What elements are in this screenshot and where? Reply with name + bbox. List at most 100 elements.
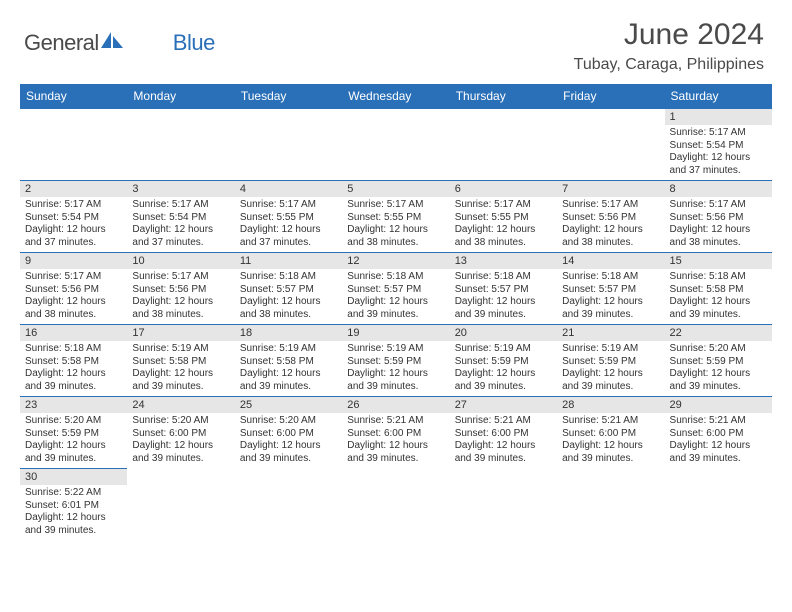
day-line: Daylight: 12 hours <box>670 296 767 309</box>
calendar-cell: 6Sunrise: 5:17 AMSunset: 5:55 PMDaylight… <box>450 181 557 253</box>
day-content: Sunrise: 5:19 AMSunset: 5:59 PMDaylight:… <box>450 341 557 396</box>
calendar-cell: 20Sunrise: 5:19 AMSunset: 5:59 PMDayligh… <box>450 325 557 397</box>
day-content: Sunrise: 5:17 AMSunset: 5:56 PMDaylight:… <box>20 269 127 324</box>
day-line: Sunset: 5:59 PM <box>347 356 444 369</box>
day-number: 6 <box>450 181 557 197</box>
logo-text-2: Blue <box>173 30 215 56</box>
day-line: Daylight: 12 hours <box>347 224 444 237</box>
day-content: Sunrise: 5:21 AMSunset: 6:00 PMDaylight:… <box>342 413 449 468</box>
day-content: Sunrise: 5:20 AMSunset: 5:59 PMDaylight:… <box>665 341 772 396</box>
day-line: and 38 minutes. <box>25 309 122 322</box>
day-head: Wednesday <box>342 84 449 109</box>
day-head: Saturday <box>665 84 772 109</box>
day-content: Sunrise: 5:19 AMSunset: 5:58 PMDaylight:… <box>235 341 342 396</box>
day-content: Sunrise: 5:17 AMSunset: 5:56 PMDaylight:… <box>665 197 772 252</box>
day-content: Sunrise: 5:18 AMSunset: 5:57 PMDaylight:… <box>342 269 449 324</box>
calendar-cell: 30Sunrise: 5:22 AMSunset: 6:01 PMDayligh… <box>20 469 127 541</box>
day-line: and 39 minutes. <box>25 381 122 394</box>
logo: General Blue <box>24 30 215 56</box>
calendar-cell: 13Sunrise: 5:18 AMSunset: 5:57 PMDayligh… <box>450 253 557 325</box>
day-line: Sunrise: 5:17 AM <box>562 199 659 212</box>
calendar-cell <box>235 109 342 181</box>
day-line: Daylight: 12 hours <box>240 440 337 453</box>
day-line: and 39 minutes. <box>562 453 659 466</box>
calendar-row: 2Sunrise: 5:17 AMSunset: 5:54 PMDaylight… <box>20 181 772 253</box>
day-line: Sunset: 5:59 PM <box>670 356 767 369</box>
day-number: 22 <box>665 325 772 341</box>
day-line: Sunset: 5:58 PM <box>25 356 122 369</box>
day-line: Sunset: 5:57 PM <box>455 284 552 297</box>
calendar-cell <box>127 469 234 541</box>
day-line: and 38 minutes. <box>455 237 552 250</box>
day-line: and 37 minutes. <box>132 237 229 250</box>
day-line: and 38 minutes. <box>562 237 659 250</box>
calendar-cell: 23Sunrise: 5:20 AMSunset: 5:59 PMDayligh… <box>20 397 127 469</box>
calendar-cell <box>557 469 664 541</box>
day-line: Sunrise: 5:20 AM <box>25 415 122 428</box>
calendar-cell: 10Sunrise: 5:17 AMSunset: 5:56 PMDayligh… <box>127 253 234 325</box>
day-content: Sunrise: 5:18 AMSunset: 5:58 PMDaylight:… <box>665 269 772 324</box>
day-content: Sunrise: 5:19 AMSunset: 5:59 PMDaylight:… <box>557 341 664 396</box>
day-line: Daylight: 12 hours <box>455 440 552 453</box>
calendar-row: 16Sunrise: 5:18 AMSunset: 5:58 PMDayligh… <box>20 325 772 397</box>
calendar-cell <box>450 109 557 181</box>
day-line: Daylight: 12 hours <box>25 440 122 453</box>
day-line: Daylight: 12 hours <box>25 296 122 309</box>
calendar-row: 23Sunrise: 5:20 AMSunset: 5:59 PMDayligh… <box>20 397 772 469</box>
day-line: Sunset: 6:00 PM <box>455 428 552 441</box>
day-line: and 39 minutes. <box>455 381 552 394</box>
day-line: Sunrise: 5:22 AM <box>25 487 122 500</box>
day-content: Sunrise: 5:17 AMSunset: 5:54 PMDaylight:… <box>127 197 234 252</box>
calendar-cell <box>450 469 557 541</box>
day-content: Sunrise: 5:17 AMSunset: 5:54 PMDaylight:… <box>20 197 127 252</box>
day-number: 21 <box>557 325 664 341</box>
day-number: 10 <box>127 253 234 269</box>
calendar-cell: 28Sunrise: 5:21 AMSunset: 6:00 PMDayligh… <box>557 397 664 469</box>
day-number: 17 <box>127 325 234 341</box>
day-number: 5 <box>342 181 449 197</box>
day-line: and 39 minutes. <box>562 381 659 394</box>
day-content: Sunrise: 5:18 AMSunset: 5:57 PMDaylight:… <box>557 269 664 324</box>
day-line: and 38 minutes. <box>132 309 229 322</box>
calendar-cell: 9Sunrise: 5:17 AMSunset: 5:56 PMDaylight… <box>20 253 127 325</box>
calendar-cell: 2Sunrise: 5:17 AMSunset: 5:54 PMDaylight… <box>20 181 127 253</box>
day-number: 15 <box>665 253 772 269</box>
day-content: Sunrise: 5:19 AMSunset: 5:58 PMDaylight:… <box>127 341 234 396</box>
calendar-cell <box>20 109 127 181</box>
day-line: Sunset: 5:57 PM <box>240 284 337 297</box>
day-line: Sunset: 5:55 PM <box>347 212 444 225</box>
day-number: 3 <box>127 181 234 197</box>
day-content: Sunrise: 5:18 AMSunset: 5:57 PMDaylight:… <box>450 269 557 324</box>
day-line: Daylight: 12 hours <box>562 224 659 237</box>
day-line: Sunrise: 5:18 AM <box>347 271 444 284</box>
day-number: 25 <box>235 397 342 413</box>
day-line: Sunrise: 5:18 AM <box>562 271 659 284</box>
day-line: Sunrise: 5:17 AM <box>132 199 229 212</box>
calendar-cell <box>342 469 449 541</box>
day-line: and 38 minutes. <box>670 237 767 250</box>
calendar-cell <box>235 469 342 541</box>
day-number: 20 <box>450 325 557 341</box>
day-head: Sunday <box>20 84 127 109</box>
day-head: Monday <box>127 84 234 109</box>
day-line: Daylight: 12 hours <box>132 440 229 453</box>
day-line: Daylight: 12 hours <box>347 368 444 381</box>
calendar-cell: 4Sunrise: 5:17 AMSunset: 5:55 PMDaylight… <box>235 181 342 253</box>
day-line: Sunset: 5:57 PM <box>347 284 444 297</box>
calendar-cell: 24Sunrise: 5:20 AMSunset: 6:00 PMDayligh… <box>127 397 234 469</box>
day-line: Sunrise: 5:20 AM <box>132 415 229 428</box>
day-line: Daylight: 12 hours <box>25 512 122 525</box>
day-line: Sunrise: 5:17 AM <box>132 271 229 284</box>
day-number: 11 <box>235 253 342 269</box>
day-number: 27 <box>450 397 557 413</box>
day-line: Daylight: 12 hours <box>347 296 444 309</box>
day-line: Sunset: 6:00 PM <box>562 428 659 441</box>
day-line: Sunrise: 5:19 AM <box>455 343 552 356</box>
day-line: Sunrise: 5:18 AM <box>240 271 337 284</box>
calendar-cell: 27Sunrise: 5:21 AMSunset: 6:00 PMDayligh… <box>450 397 557 469</box>
day-line: Daylight: 12 hours <box>670 152 767 165</box>
page-title: June 2024 <box>574 18 764 52</box>
day-number: 1 <box>665 109 772 125</box>
day-line: Sunset: 6:00 PM <box>132 428 229 441</box>
day-line: Daylight: 12 hours <box>670 224 767 237</box>
